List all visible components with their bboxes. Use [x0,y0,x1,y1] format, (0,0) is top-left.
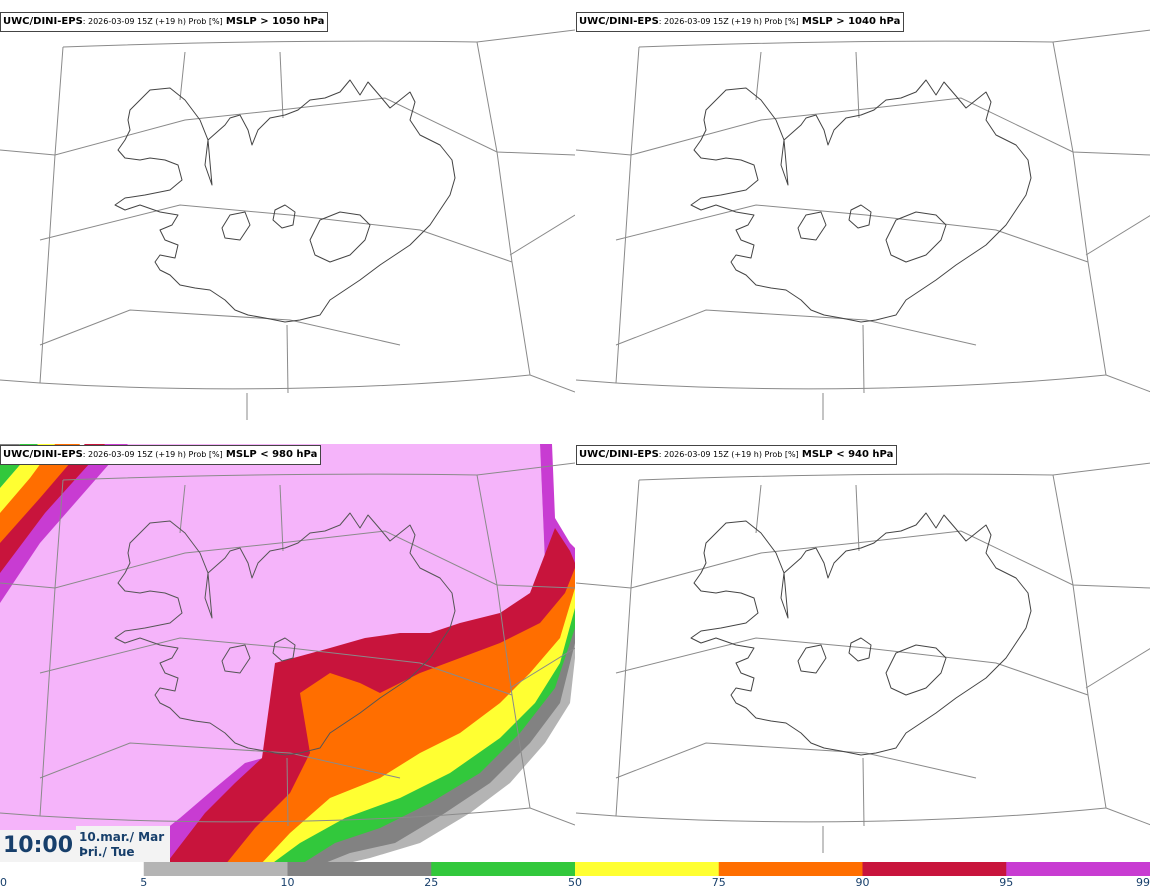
map-panel-mslp-gt-1040: UWC/DINI-EPS: 2026-03-09 15Z (+19 h) Pro… [576,0,1150,432]
valid-date-line2: Þri./ Tue [79,845,135,859]
map-canvas [0,29,575,420]
map-canvas [0,444,575,865]
colorbar-segment [575,862,720,876]
threshold-label: MSLP < 980 hPa [225,449,318,460]
colorbar-tick-label: 10 [280,876,295,889]
colorbar-tick-label: 75 [711,876,726,889]
threshold-label: MSLP < 940 hPa [801,449,894,460]
model-label: UWC/DINI-EPS [3,16,83,27]
panel-title: UWC/DINI-EPS: 2026-03-09 15Z (+19 h) Pro… [0,445,322,465]
colorbar-segment [862,862,1007,876]
map-panel-mslp-gt-1050: UWC/DINI-EPS: 2026-03-09 15Z (+19 h) Pro… [0,0,575,432]
colorbar-tick-label: 25 [424,876,439,889]
colorbar-tick-label: 0 [0,876,7,889]
colorbar-tick-label: 95 [999,876,1014,889]
colorbar-segment [718,862,863,876]
map-canvas [576,462,1150,853]
model-label: UWC/DINI-EPS [579,16,659,27]
panel-title: UWC/DINI-EPS: 2026-03-09 15Z (+19 h) Pro… [576,12,905,32]
colorbar-segment [143,862,288,876]
map-panel-mslp-lt-980: UWC/DINI-EPS: 2026-03-09 15Z (+19 h) Pro… [0,433,575,865]
run-meta: : 2026-03-09 15Z (+19 h) Prob [%] [82,450,223,459]
map-panel-mslp-lt-940: UWC/DINI-EPS: 2026-03-09 15Z (+19 h) Pro… [576,433,1150,865]
colorbar [0,862,1150,876]
threshold-label: MSLP > 1040 hPa [801,16,901,27]
prob-band-0-se [340,658,575,865]
colorbar-segment [287,862,432,876]
run-meta: : 2026-03-09 15Z (+19 h) Prob [%] [82,17,223,26]
model-label: UWC/DINI-EPS [579,449,659,460]
colorbar-tick-label: 90 [855,876,870,889]
valid-date: 10.mar./ Mar Þri./ Tue [76,826,170,862]
colorbar-tick-label: 99 [1136,876,1150,889]
colorbar-tick-label: 50 [568,876,582,889]
colorbar-tick-label: 5 [140,876,148,889]
map-canvas [576,29,1150,420]
valid-date-line1: 10.mar./ Mar [79,830,165,844]
panel-title: UWC/DINI-EPS: 2026-03-09 15Z (+19 h) Pro… [576,445,898,465]
run-meta: : 2026-03-09 15Z (+19 h) Prob [%] [658,450,799,459]
prob-band-75-nw [0,444,80,543]
colorbar-segment [1006,862,1150,876]
colorbar-segment [0,862,145,876]
panel-title: UWC/DINI-EPS: 2026-03-09 15Z (+19 h) Pro… [0,12,329,32]
threshold-label: MSLP > 1050 hPa [225,16,325,27]
run-meta: : 2026-03-09 15Z (+19 h) Prob [%] [658,17,799,26]
valid-time-box: 10:00 10.mar./ Mar Þri./ Tue [0,826,170,862]
valid-time: 10:00 [0,830,76,862]
model-label: UWC/DINI-EPS [3,449,83,460]
colorbar-segment [431,862,576,876]
